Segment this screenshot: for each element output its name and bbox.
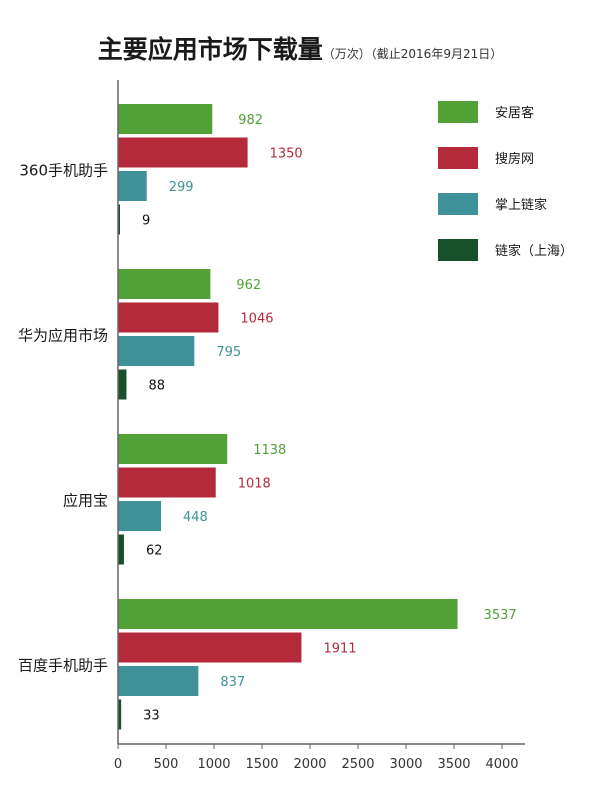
data-label: 88	[148, 379, 165, 394]
bar	[118, 467, 216, 498]
x-tick-label: 3000	[389, 757, 422, 772]
legend-swatch	[438, 193, 478, 215]
data-label: 1138	[253, 443, 286, 458]
x-tick-label: 0	[114, 757, 122, 772]
bar	[118, 269, 211, 299]
chart-title: 主要应用市场下载量	[97, 35, 323, 64]
data-label: 299	[169, 180, 194, 195]
data-label: 1911	[323, 642, 356, 657]
data-label: 62	[146, 544, 163, 559]
bar	[118, 501, 162, 531]
bar	[118, 632, 302, 663]
bar	[118, 434, 228, 464]
bar	[118, 137, 248, 168]
x-tick-label: 1000	[197, 757, 230, 772]
x-tick-label: 4000	[485, 757, 518, 772]
bar	[118, 204, 120, 235]
x-tick-label: 500	[154, 757, 179, 772]
data-label: 962	[236, 278, 261, 293]
data-label: 982	[238, 113, 263, 128]
bar	[118, 336, 195, 366]
data-label: 448	[183, 510, 208, 525]
bar	[118, 666, 199, 696]
legend-swatch	[438, 101, 478, 123]
legend-label: 搜房网	[495, 151, 534, 167]
legend-swatch	[438, 147, 478, 169]
legend-label: 掌上链家	[495, 197, 547, 213]
x-tick-label: 3500	[437, 757, 470, 772]
x-tick-label: 2500	[341, 757, 374, 772]
bar	[118, 534, 124, 565]
data-label: 9	[142, 214, 150, 229]
chart-subtitle: （万次）（截止2016年9月21日）	[322, 47, 503, 61]
category-label: 应用宝	[63, 491, 108, 509]
legend-label: 安居客	[495, 105, 534, 121]
category-label: 360手机助手	[19, 161, 108, 179]
data-label: 3537	[484, 608, 517, 623]
bar	[118, 171, 147, 201]
x-tick-label: 1500	[245, 757, 278, 772]
bar	[118, 599, 458, 629]
x-tick-label: 2000	[293, 757, 326, 772]
data-label: 795	[216, 345, 241, 360]
category-label: 百度手机助手	[18, 656, 108, 674]
category-label: 华为应用市场	[18, 326, 108, 344]
bar	[118, 369, 127, 400]
data-label: 33	[143, 709, 160, 724]
legend-swatch	[438, 239, 478, 261]
data-label: 1046	[240, 312, 273, 327]
bar	[118, 699, 122, 730]
data-label: 1350	[270, 147, 303, 162]
bar	[118, 104, 213, 134]
data-label: 837	[220, 675, 245, 690]
bar	[118, 302, 219, 333]
legend-label: 链家（上海）	[495, 243, 573, 259]
data-label: 1018	[238, 477, 271, 492]
chart-title-block: 主要应用市场下载量（万次）（截止2016年9月21日）	[0, 30, 600, 66]
